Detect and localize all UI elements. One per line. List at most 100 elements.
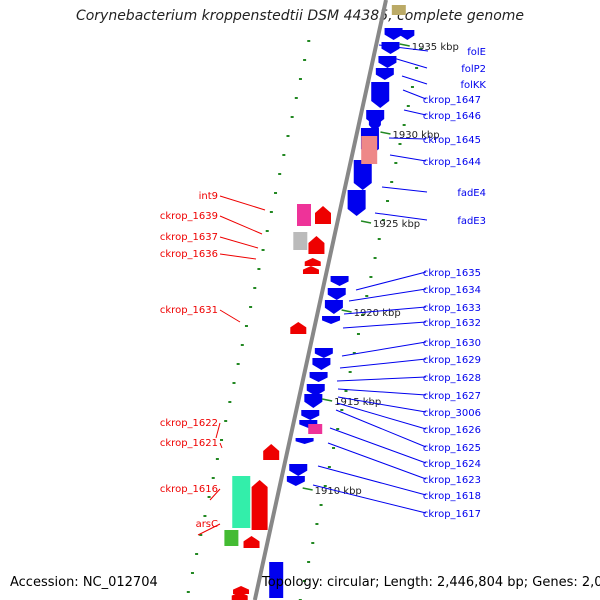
gene-label-reverse: arsC bbox=[196, 519, 218, 530]
gene-label-forward: ckrop_1623 bbox=[423, 475, 481, 486]
leader-line bbox=[327, 442, 427, 480]
kbp-label: 1930 kbp bbox=[392, 130, 439, 141]
tick-mark bbox=[257, 268, 261, 270]
tick-mark bbox=[390, 181, 394, 183]
tick-mark bbox=[419, 48, 423, 50]
forward-gene bbox=[289, 464, 308, 476]
tick-mark bbox=[269, 211, 273, 213]
leader-line bbox=[317, 465, 427, 496]
gene-label-forward: ckrop_1618 bbox=[423, 491, 481, 502]
tick-mark bbox=[294, 97, 298, 99]
tick-mark bbox=[302, 580, 306, 582]
forward-gene bbox=[378, 56, 397, 68]
reverse-gene bbox=[315, 206, 332, 224]
leader-line bbox=[337, 388, 427, 396]
tick-mark bbox=[215, 458, 219, 460]
tick-mark bbox=[207, 496, 211, 498]
leader-line bbox=[219, 215, 263, 235]
tick-mark bbox=[410, 86, 414, 88]
leader-line bbox=[343, 306, 427, 315]
tick-track bbox=[186, 40, 423, 600]
leader-line bbox=[388, 137, 427, 140]
gene-label-reverse: ckrop_1616 bbox=[160, 484, 218, 495]
tick-mark bbox=[253, 287, 257, 289]
tick-mark bbox=[199, 534, 203, 536]
gene-label-forward: ckrop_1633 bbox=[423, 303, 481, 314]
tick-mark bbox=[190, 572, 194, 574]
kbp-label: 1925 kbp bbox=[373, 219, 420, 230]
forward-gene bbox=[368, 116, 381, 132]
leader-line bbox=[219, 253, 257, 260]
tick-mark bbox=[373, 257, 377, 259]
tick-mark bbox=[290, 116, 294, 118]
forward-gene bbox=[314, 348, 333, 358]
leader-line bbox=[389, 154, 427, 162]
forward-gene bbox=[286, 476, 305, 486]
gene-label-reverse: int9 bbox=[199, 191, 218, 202]
forward-gene bbox=[381, 42, 400, 54]
feature-block bbox=[232, 476, 251, 528]
gene-label-forward: ckrop_1629 bbox=[423, 355, 481, 366]
tick-mark bbox=[228, 401, 232, 403]
reverse-gene bbox=[243, 536, 260, 548]
tick-mark bbox=[377, 238, 381, 240]
tick-mark bbox=[211, 477, 215, 479]
kbp-label: 1935 kbp bbox=[412, 42, 459, 53]
leader-line bbox=[374, 212, 428, 221]
tick-mark bbox=[307, 561, 311, 563]
kbp-tick bbox=[321, 398, 333, 402]
feature-track bbox=[224, 5, 415, 600]
leader-line bbox=[219, 309, 241, 323]
tick-mark bbox=[249, 306, 253, 308]
leader-line bbox=[335, 409, 427, 448]
tick-mark bbox=[286, 135, 290, 137]
tick-mark bbox=[332, 447, 336, 449]
gene-label-forward: folE bbox=[467, 47, 486, 58]
leader-line bbox=[389, 56, 428, 69]
tick-mark bbox=[282, 154, 286, 156]
genome-backbone bbox=[252, 0, 388, 600]
gene-label-forward: ckrop_1632 bbox=[423, 318, 481, 329]
leader-line bbox=[215, 422, 221, 439]
reverse-gene bbox=[308, 236, 325, 254]
tick-mark bbox=[340, 409, 344, 411]
tick-mark bbox=[415, 67, 419, 69]
tick-mark bbox=[232, 382, 236, 384]
forward-gene bbox=[371, 82, 390, 108]
backbone-line bbox=[252, 0, 388, 600]
feature-block bbox=[361, 136, 378, 164]
reverse-gene bbox=[231, 592, 248, 600]
gene-label-forward: ckrop_1635 bbox=[423, 268, 481, 279]
gene-label-reverse: ckrop_1637 bbox=[160, 232, 218, 243]
gene-label-forward: ckrop_1647 bbox=[423, 95, 481, 106]
gene-label-forward: ckrop_1628 bbox=[423, 373, 481, 384]
leader-line bbox=[342, 321, 427, 329]
leader-line bbox=[355, 271, 427, 291]
tick-mark bbox=[356, 333, 360, 335]
leader-line bbox=[209, 488, 221, 501]
kbp-tick bbox=[399, 43, 410, 47]
forward-gene bbox=[347, 190, 366, 216]
forward-gene bbox=[295, 438, 314, 444]
tick-mark bbox=[274, 192, 278, 194]
gene-label-forward: ckrop_1627 bbox=[423, 391, 481, 402]
forward-gene bbox=[309, 372, 328, 382]
kbp-tick bbox=[302, 487, 313, 491]
feature-block bbox=[293, 232, 308, 250]
tick-mark bbox=[303, 59, 307, 61]
leader-line bbox=[329, 427, 427, 464]
gene-label-reverse: ckrop_1621 bbox=[160, 438, 218, 449]
tick-mark bbox=[240, 344, 244, 346]
gene-label-reverse: ckrop_1622 bbox=[160, 418, 218, 429]
leader-line bbox=[197, 523, 221, 536]
kbp-tick bbox=[380, 131, 391, 135]
kbp-label: 1920 kbp bbox=[354, 308, 401, 319]
gene-label-forward: ckrop_1617 bbox=[423, 509, 481, 520]
forward-gene bbox=[324, 300, 343, 314]
gene-label-forward: ckrop_1634 bbox=[423, 285, 481, 296]
gene-label-forward: ckrop_1625 bbox=[423, 443, 481, 454]
tick-mark bbox=[315, 523, 319, 525]
tick-mark bbox=[394, 162, 398, 164]
leader-line bbox=[336, 402, 427, 430]
